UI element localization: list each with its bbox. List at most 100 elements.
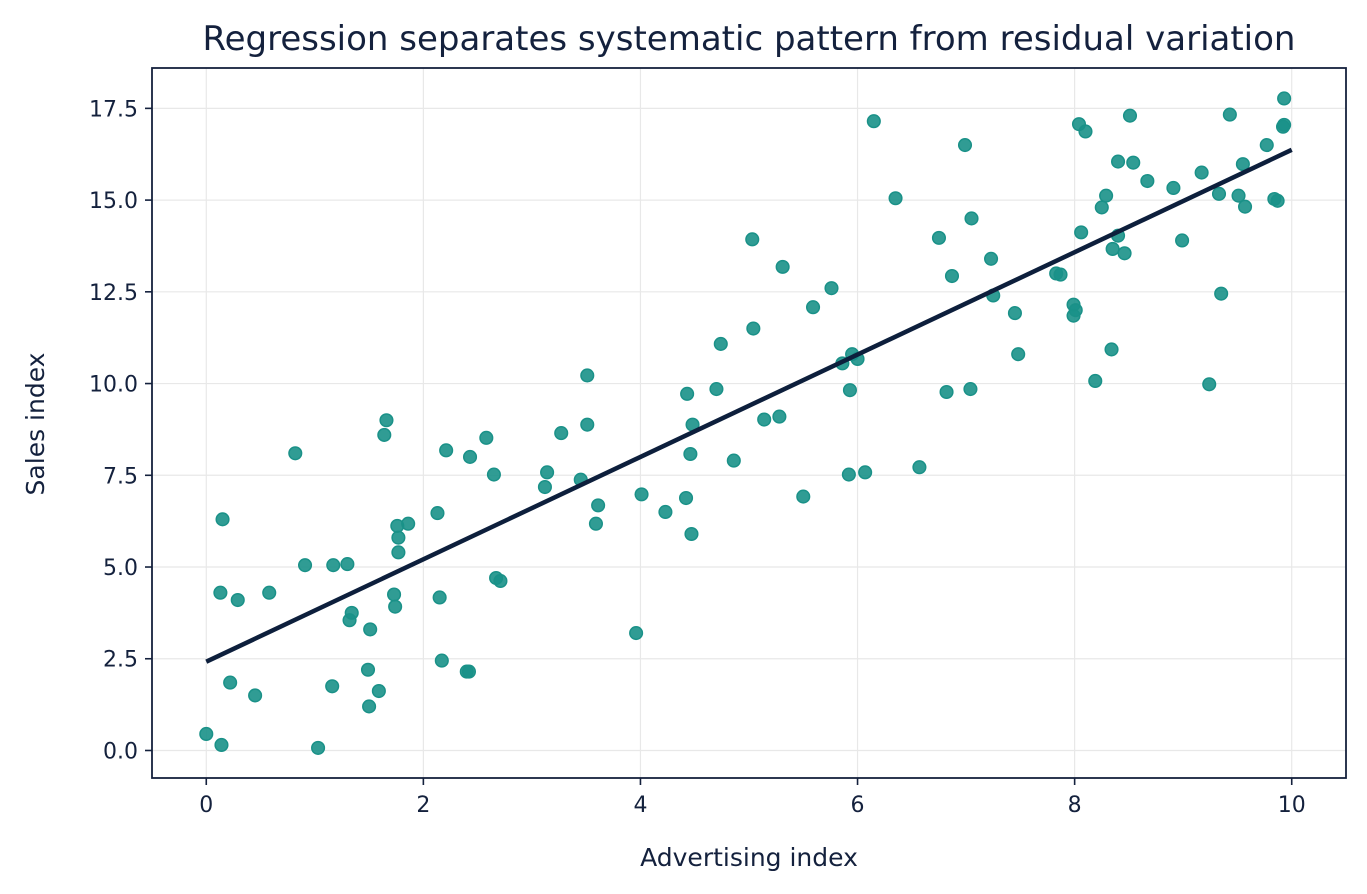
data-point [1011,347,1026,362]
regression-line [205,147,1293,664]
data-point [391,545,406,560]
data-point [223,675,238,690]
data-point [726,453,741,468]
data-point [1231,188,1246,203]
data-point [580,368,595,383]
data-point [540,465,555,480]
data-point [1194,165,1209,180]
data-point [580,417,595,432]
x-tick-label: 10 [1278,793,1306,818]
data-point [363,622,378,637]
data-point [387,587,402,602]
data-point [796,489,811,504]
data-point [658,504,673,520]
regression-line-layer [205,147,1293,664]
axis-ticks: 0 2 4 6 8 10 0.0 2.5 5.0 7.5 10.0 12.5 15.0 17.5 [89,97,1306,818]
data-point [1222,107,1237,122]
data-point [944,268,960,284]
data-point [430,506,445,521]
data-point [391,530,406,545]
data-point [1166,180,1181,196]
grid [152,68,1346,778]
data-point [262,585,277,600]
x-tick-label: 2 [416,793,430,818]
y-tick-label: 0.0 [103,739,138,764]
data-point [325,679,340,694]
data-point [634,487,649,502]
data-point [772,409,787,424]
data-point [964,211,979,226]
data-point [683,446,698,462]
data-point [326,558,341,573]
data-point [1211,186,1227,201]
data-point [931,230,947,245]
data-point [939,384,954,400]
data-point [1259,138,1274,153]
data-point [230,592,245,608]
data-point [842,383,857,398]
x-tick-label: 0 [199,793,213,818]
data-point [439,443,454,458]
x-tick-label: 4 [633,793,647,818]
data-point [213,585,228,600]
data-point [1277,91,1292,106]
data-point [360,662,376,677]
data-point [486,467,501,482]
data-point [1117,246,1132,261]
data-point [1088,373,1103,389]
data-point [214,737,229,753]
data-point [432,590,447,605]
chart-title: Regression separates systematic pattern … [203,19,1296,59]
data-point [1175,233,1190,248]
data-point [629,626,644,641]
data-point [713,336,728,351]
data-point [866,114,881,129]
data-point [377,427,392,442]
data-point [775,259,790,274]
data-point [1104,342,1119,357]
data-point [379,413,394,428]
data-point [288,446,303,461]
data-point [1105,241,1120,256]
y-tick-label: 12.5 [89,281,138,306]
data-point [1053,267,1068,282]
data-point [1078,124,1093,139]
data-point [1126,155,1141,170]
data-point [1270,193,1285,208]
y-axis-label: Sales index [21,353,50,496]
data-point [1068,303,1083,318]
data-point [912,460,927,475]
data-point [957,138,973,153]
data-point [371,683,386,699]
data-point [680,386,695,401]
data-point [493,573,508,589]
data-point [1238,199,1253,214]
data-point [388,599,403,614]
data-point [841,467,856,482]
data-point [1094,200,1109,215]
data-point [1074,225,1089,240]
data-point [461,664,477,679]
data-point [537,479,552,495]
data-point [199,726,214,742]
data-point [746,321,761,336]
data-point [479,430,494,445]
data-point [1277,117,1292,132]
data-point [1099,188,1114,203]
data-point [434,653,449,668]
data-point [1202,377,1217,392]
data-point [588,516,604,531]
data-point [888,191,903,206]
data-point [462,449,478,464]
data-point [984,251,999,266]
data-point [362,699,377,714]
data-point [554,426,569,441]
x-axis-label: Advertising index [640,843,858,872]
x-tick-label: 8 [1068,793,1082,818]
data-point [401,516,416,531]
x-tick-label: 6 [851,793,865,818]
data-point [805,300,821,315]
data-point [1140,173,1155,189]
data-point [709,382,724,397]
